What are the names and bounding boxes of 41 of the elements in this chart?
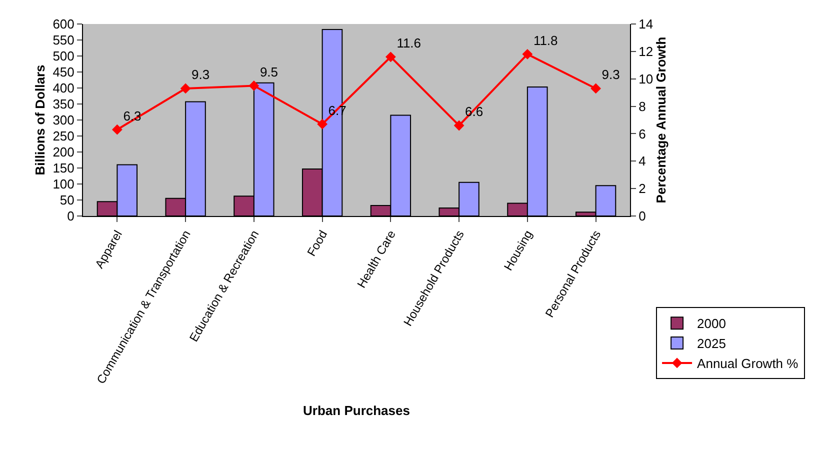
y2-tick-label: 8 xyxy=(638,98,646,114)
y-tick-label: 300 xyxy=(52,112,74,128)
legend-label: 2000 xyxy=(697,316,726,332)
data-label: 9.3 xyxy=(602,67,620,82)
data-label: 11.8 xyxy=(533,32,558,48)
x-axis-title: Urban Purchases xyxy=(303,402,410,418)
y-tick-label: 50 xyxy=(60,192,74,208)
legend-label: Annual Growth % xyxy=(697,356,799,372)
y-axis-title: Billions of Dollars xyxy=(32,64,48,176)
y2-tick-label: 12 xyxy=(638,44,654,59)
point xyxy=(385,52,396,62)
y2-tick-label: 0 xyxy=(638,208,646,224)
point xyxy=(317,118,328,130)
y2-axis-title: Percentage Annual Growth xyxy=(654,36,669,204)
point xyxy=(522,48,533,60)
y-tick-label: 550 xyxy=(52,32,74,48)
y-tick-label: 450 xyxy=(52,64,74,80)
y-tick-label: 0 xyxy=(67,208,74,224)
y-tick-label: 350 xyxy=(52,96,74,112)
y-tick-label: 200 xyxy=(52,144,74,160)
point xyxy=(248,80,260,91)
y-tick-label: 150 xyxy=(52,160,74,176)
y-tick-label: 250 xyxy=(52,128,74,144)
point xyxy=(590,83,602,94)
data-label: 6.3 xyxy=(123,108,142,124)
y2-tick-label: 6 xyxy=(638,126,646,142)
y2-tick-label: 2 xyxy=(638,181,646,196)
y-tick-label: 400 xyxy=(52,80,74,96)
data-label: 11.6 xyxy=(396,36,422,51)
point xyxy=(180,83,191,94)
y2-tick-label: 10 xyxy=(638,71,654,86)
point xyxy=(454,120,464,131)
point xyxy=(112,124,122,135)
legend-label: 2025 xyxy=(697,336,726,352)
y2-tick-label: 14 xyxy=(638,16,654,32)
y2-tick-label: 4 xyxy=(638,154,646,169)
data-label: 9.3 xyxy=(192,67,210,82)
data-label: 9.5 xyxy=(260,64,278,80)
y-tick-label: 500 xyxy=(52,48,74,64)
y-tick-label: 100 xyxy=(52,176,74,192)
y-tick-label: 600 xyxy=(52,16,74,32)
